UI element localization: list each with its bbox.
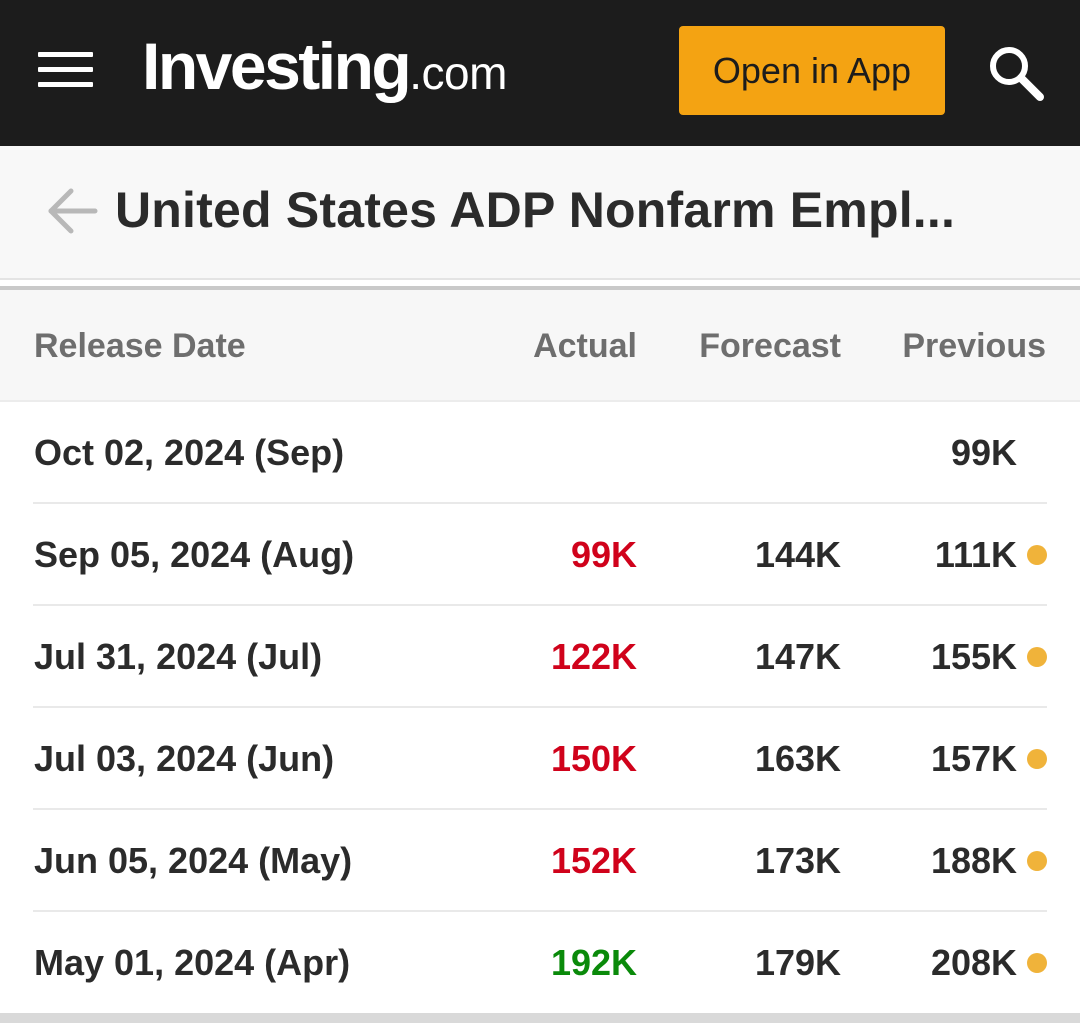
table-row[interactable]: May 01, 2024 (Apr) 192K 179K 208K <box>0 912 1080 1014</box>
revised-indicator-icon <box>1027 851 1047 871</box>
row-divider <box>33 502 1047 504</box>
release-date: Sep 05, 2024 (Aug) <box>34 534 355 575</box>
actual-value: 192K <box>550 942 637 983</box>
column-header-previous[interactable]: Previous <box>902 327 1046 365</box>
column-header-release-date[interactable]: Release Date <box>34 327 246 365</box>
actual-value: 122K <box>550 636 637 677</box>
revised-indicator-icon <box>1027 545 1047 565</box>
release-date: Jun 05, 2024 (May) <box>34 840 353 881</box>
previous-value: 188K <box>930 840 1017 881</box>
release-date: Jul 03, 2024 (Jun) <box>34 738 335 779</box>
table-row[interactable]: Jul 03, 2024 (Jun) 150K 163K 157K <box>0 708 1080 810</box>
table-header <box>0 290 1080 402</box>
logo-tld: .com <box>409 47 507 99</box>
release-date: Oct 02, 2024 (Sep) <box>34 432 345 473</box>
page-title-bar <box>0 146 1080 280</box>
page-title: United States ADP Nonfarm Empl... <box>115 182 956 238</box>
actual-value: 99K <box>570 534 637 575</box>
forecast-value: 144K <box>754 534 841 575</box>
column-header-actual[interactable]: Actual <box>533 327 637 365</box>
previous-value: 99K <box>950 432 1017 473</box>
revised-indicator-icon <box>1027 749 1047 769</box>
actual-value: 150K <box>550 738 637 779</box>
forecast-value: 173K <box>754 840 841 881</box>
investing-logo[interactable]: Investing .com <box>142 28 507 108</box>
bottom-edge <box>0 1013 1080 1023</box>
top-navigation-bar: Investing .com Open in App <box>0 0 1080 146</box>
menu-icon[interactable] <box>38 52 93 88</box>
previous-value: 208K <box>930 942 1017 983</box>
forecast-value: 179K <box>754 942 841 983</box>
table-row[interactable]: Jul 31, 2024 (Jul) 122K 147K 155K <box>0 606 1080 708</box>
previous-value: 111K <box>934 534 1017 575</box>
actual-value: 152K <box>550 840 637 881</box>
logo-brand: Investing <box>142 29 412 103</box>
previous-value: 155K <box>930 636 1017 677</box>
release-date: Jul 31, 2024 (Jul) <box>34 636 323 677</box>
row-divider <box>33 808 1047 810</box>
title-divider <box>0 286 1080 290</box>
table-row[interactable]: Sep 05, 2024 (Aug) 99K 144K 111K <box>0 504 1080 606</box>
column-header-forecast[interactable]: Forecast <box>699 327 841 365</box>
forecast-value: 147K <box>754 636 841 677</box>
table-row[interactable]: Oct 02, 2024 (Sep) 99K <box>0 402 1080 504</box>
open-in-app-button[interactable]: Open in App <box>679 26 945 115</box>
row-divider <box>33 910 1047 912</box>
forecast-value: 163K <box>754 738 841 779</box>
table-row[interactable]: Jun 05, 2024 (May) 152K 173K 188K <box>0 810 1080 912</box>
previous-value: 157K <box>930 738 1017 779</box>
row-divider <box>33 706 1047 708</box>
search-icon[interactable] <box>985 42 1047 104</box>
row-divider <box>33 604 1047 606</box>
revised-indicator-icon <box>1027 647 1047 667</box>
release-date: May 01, 2024 (Apr) <box>34 942 351 983</box>
back-arrow-icon[interactable] <box>45 184 99 238</box>
revised-indicator-icon <box>1027 953 1047 973</box>
